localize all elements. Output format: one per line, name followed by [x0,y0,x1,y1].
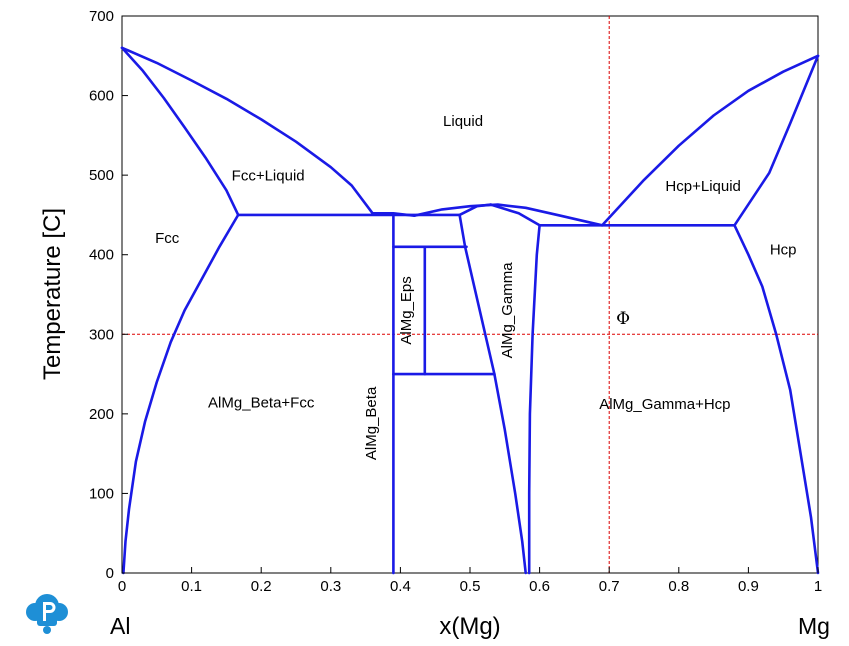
marker-label: Φ [616,309,630,329]
phase-boundary-3 [122,213,240,575]
y-tick-label: 500 [89,167,114,184]
region-label: Hcp [770,242,797,259]
phase-boundary-6 [412,203,604,227]
phase-boundaries [120,46,820,575]
phase-boundary-18 [733,224,820,575]
y-axis-title: Temperature [C] [39,208,66,380]
reference-lines [122,16,818,573]
y-tick-label: 0 [106,565,114,582]
phase-boundary-5 [371,212,416,217]
phase-boundary-1 [120,46,240,217]
region-labels: Liquid Fcc+Liquid Hcp+Liquid Fcc Hcp AlMg_Bet… [155,113,796,460]
x-tick-label: 0.7 [599,578,620,595]
x-tick-label: 0 [118,578,126,595]
x-tick-label: 0.3 [320,578,341,595]
x-tick-label: 0.1 [181,578,202,595]
y-tick-label: 200 [89,406,114,423]
phase-boundary-16 [600,54,820,227]
phase-boundary-14 [527,224,541,575]
element-right-label: Mg [798,613,830,639]
phase-boundary-11 [458,213,528,575]
x-tick-label: 0.2 [251,578,272,595]
region-label: AlMg_Gamma+Hcp [599,396,730,413]
element-left-label: Al [110,613,130,639]
y-tick-label: 700 [89,8,114,25]
x-tick-label: 0.5 [460,578,481,595]
x-tick-label: 0.8 [668,578,689,595]
region-label: Liquid [443,113,483,130]
y-tick-label: 400 [89,247,114,264]
region-label: AlMg_Beta+Fcc [208,394,315,411]
region-label: AlMg_Beta [363,386,380,460]
region-label: AlMg_Eps [398,276,415,344]
region-label: AlMg_Gamma [499,262,516,359]
phase-boundary-13 [489,203,541,227]
region-label: Hcp+Liquid [665,178,740,195]
y-tick-label: 300 [89,326,114,343]
region-label: Fcc [155,230,180,247]
x-tick-label: 0.9 [738,578,759,595]
y-tick-label: 600 [89,88,114,105]
phase-boundary-12 [458,203,493,217]
x-tick-label: 0.4 [390,578,411,595]
x-axis-title: x(Mg) [439,613,500,640]
phase-boundary-2 [120,46,374,215]
x-tick-label: 1 [814,578,822,595]
x-axis-ticks: 0 0.1 0.2 0.3 0.4 0.5 0.6 0.7 0.8 0.9 1 [118,567,822,595]
x-tick-label: 0.6 [529,578,550,595]
region-label: Fcc+Liquid [232,168,305,185]
logo-icon [26,594,68,634]
phase-boundary-17 [733,54,820,227]
y-tick-label: 100 [89,485,114,502]
y-axis-ticks: 0 100 200 300 400 500 600 700 [89,8,128,582]
